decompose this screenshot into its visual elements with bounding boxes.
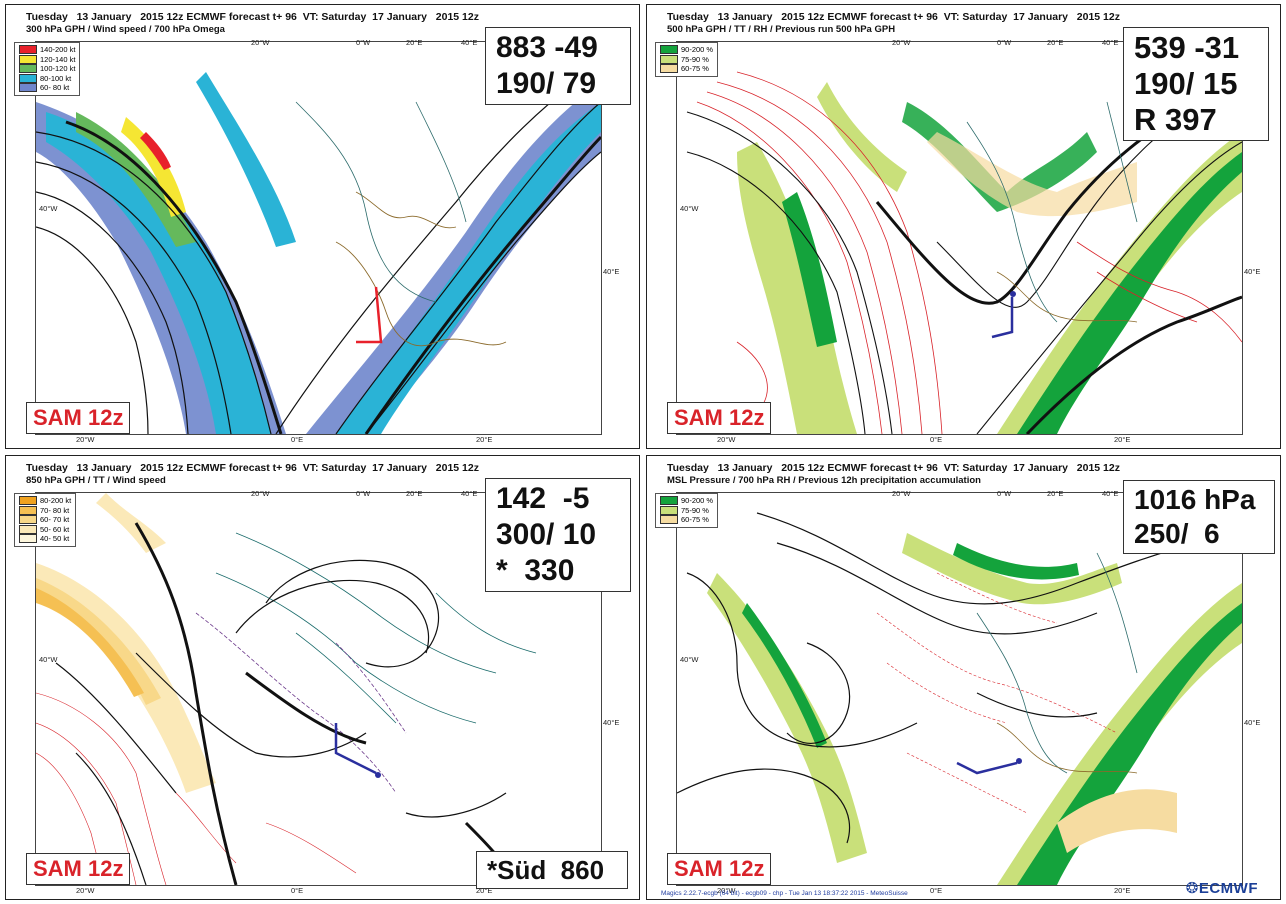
forecast-map: 40°W [676,41,1243,435]
top-label: 0°W [356,38,371,47]
legend-swatch [19,505,37,515]
legend-swatch [19,534,37,544]
lon-label: 0°E [291,435,304,444]
station-values: 142 -5 300/ 10 * 330 [485,478,631,592]
panel-header: Tuesday 13 January 2015 12z ECMWF foreca… [667,462,1120,486]
legend-swatch [19,496,37,506]
legend-swatch [19,54,37,64]
sam-label: SAM 12z [26,402,131,434]
top-label: 0°W [997,38,1012,47]
legend-swatch [660,64,678,74]
lon-label: 20°E [1114,435,1131,444]
lon-label: 0°E [291,886,304,895]
legend-swatch [660,45,678,55]
lon-label: 20°W [717,886,736,895]
lon-label: 20°W [76,435,95,444]
panel-850hpa: Tuesday 13 January 2015 12z ECMWF foreca… [5,455,640,900]
legend-swatch [19,515,37,525]
top-label: 40°E [1102,38,1119,47]
lon-label: 20°W [717,435,736,444]
top-label: 0°W [997,489,1012,498]
ecmwf-logo-icon: ❂ [1185,880,1199,897]
legend-swatch [19,83,37,93]
top-label: 20°E [406,489,423,498]
lon-label: 0°E [930,435,943,444]
panel-500hpa: Tuesday 13 January 2015 12z ECMWF foreca… [646,4,1281,449]
top-label: 20°W [251,38,270,47]
lat-label: 40°W [680,655,699,664]
legend-swatch [660,496,678,506]
lat-label: 40°W [39,655,58,664]
sam-label: SAM 12z [667,853,772,885]
render-footer: Magics 2.22.7-ecgb (64 bit) - ecgb09 - c… [661,890,908,897]
top-label: 0°W [356,489,371,498]
top-label: 40°E [1102,489,1119,498]
station-values: 883 -49 190/ 79 [485,27,631,105]
map-legend: 90-200 % 75-90 % 60-75 % [655,42,719,77]
map-legend: 80-200 kt 70- 80 kt 60- 70 kt 50- 60 kt … [14,493,77,547]
panel-header: Tuesday 13 January 2015 12z ECMWF foreca… [667,11,1120,35]
top-label: 20°E [1047,38,1064,47]
map-drawing [36,72,601,434]
top-label: 20°W [892,38,911,47]
map-drawing [36,493,537,885]
lon-label: 20°E [1114,886,1131,895]
top-label: 40°E [461,38,478,47]
right-label: 40°E [603,267,620,276]
lon-label: 20°W [76,886,95,895]
legend-swatch [660,515,678,525]
map-legend: 90-200 % 75-90 % 60-75 % [655,493,719,528]
top-label: 20°W [892,489,911,498]
ecmwf-logo: ❂ECMWF [1185,880,1258,897]
legend-swatch [19,524,37,534]
map-drawing [686,71,1242,434]
right-label: 40°E [1244,718,1261,727]
forecast-map: 40°W [676,492,1243,886]
legend-swatch [660,54,678,64]
lat-label: 40°W [39,204,58,213]
station-values: 1016 hPa 250/ 6 [1123,480,1275,554]
map-drawing [677,512,1242,885]
right-label: 40°E [1244,267,1261,276]
top-label: 40°E [461,489,478,498]
lon-label: 20°E [476,886,493,895]
lon-label: 20°E [476,435,493,444]
panel-msl: Tuesday 13 January 2015 12z ECMWF foreca… [646,455,1281,900]
station-values: 539 -31 190/ 15 R 397 [1123,27,1269,141]
sud-value-box: *Süd 860 [476,851,628,889]
right-label: 40°E [603,718,620,727]
top-label: 20°W [251,489,270,498]
legend-swatch [19,64,37,74]
sam-label: SAM 12z [667,402,772,434]
top-label: 20°E [406,38,423,47]
map-legend: 140-200 kt 120-140 kt 100-120 kt 80-100 … [14,42,81,96]
legend-swatch [19,73,37,83]
sam-label: SAM 12z [26,853,131,885]
legend-swatch [660,505,678,515]
panel-header: Tuesday 13 January 2015 12z ECMWF foreca… [26,11,479,35]
legend-swatch [19,45,37,55]
panel-header: Tuesday 13 January 2015 12z ECMWF foreca… [26,462,479,486]
lat-label: 40°W [680,204,699,213]
forecast-map: 40°W [35,41,602,435]
top-label: 20°E [1047,489,1064,498]
panel-300hpa: Tuesday 13 January 2015 12z ECMWF foreca… [5,4,640,449]
lon-label: 0°E [930,886,943,895]
